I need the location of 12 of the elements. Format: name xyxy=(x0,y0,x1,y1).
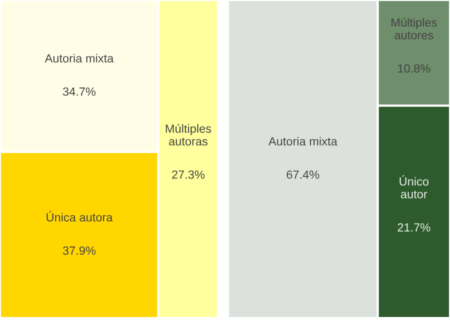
category-label: Autoria mixta xyxy=(268,136,338,146)
data-label: 34.7% xyxy=(62,87,96,96)
data-label: 37.9% xyxy=(62,246,96,255)
category-label: Autoria mixta xyxy=(44,54,114,63)
category-label: Múltiples autoras xyxy=(166,124,212,146)
data-label: 10.8% xyxy=(398,64,430,73)
data-label: 67.4% xyxy=(286,170,320,179)
category-label: Único autor xyxy=(400,175,428,198)
data-label: 21.7% xyxy=(398,223,430,232)
data-label: 27.3% xyxy=(172,170,205,179)
category-label: Múltiples autores xyxy=(392,18,437,40)
category-label: Única autora xyxy=(46,211,113,222)
